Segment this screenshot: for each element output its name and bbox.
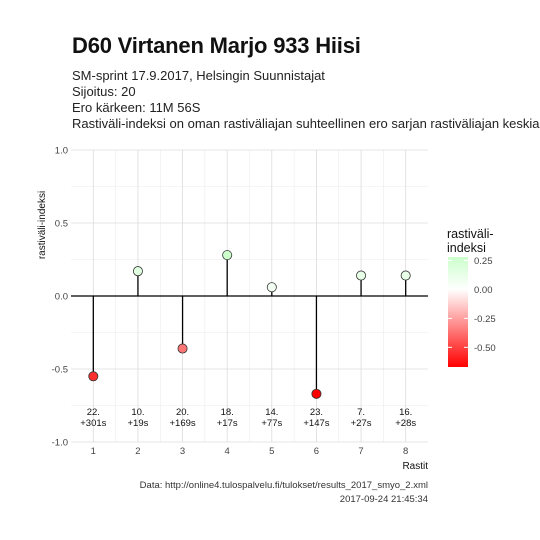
y-tick-label: 0.0 — [55, 292, 68, 303]
data-point — [88, 371, 99, 382]
caption-timestamp: 2017-09-24 21:45:34 — [339, 494, 428, 505]
data-point — [356, 270, 367, 281]
legend-break-label: -0.50 — [474, 343, 496, 354]
y-axis-title: rastiväli-indeksi — [37, 191, 48, 259]
y-tick-label: 0.5 — [55, 219, 68, 230]
point-annotation-rank: 14. — [265, 407, 278, 418]
subtitle-line-3: Ero kärkeen: 11M 56S — [72, 100, 201, 115]
legend-title-line-2: indeksi — [447, 241, 486, 255]
x-tick-label: 8 — [403, 446, 408, 457]
point-annotation-diff: +28s — [395, 418, 416, 429]
x-tick-label: 5 — [269, 446, 274, 457]
legend-break-label: -0.25 — [474, 314, 496, 325]
point-annotation-rank: 20. — [176, 407, 189, 418]
legend-break-label: 0.00 — [474, 285, 493, 296]
x-tick-label: 7 — [358, 446, 363, 457]
y-tick-label: -0.5 — [52, 365, 68, 376]
point-annotation-rank: 7. — [357, 407, 365, 418]
point-annotation-rank: 16. — [399, 407, 412, 418]
point-annotation-diff: +301s — [80, 418, 106, 429]
y-tick-label: -1.0 — [52, 438, 68, 449]
point-annotation-diff: +77s — [261, 418, 282, 429]
subtitle-line-4: Rastiväli-indeksi on oman rastiväliajan … — [72, 116, 540, 131]
point-annotation-diff: +147s — [303, 418, 329, 429]
data-point — [177, 343, 188, 354]
point-annotation-diff: +169s — [169, 418, 195, 429]
point-annotation-diff: +19s — [128, 418, 149, 429]
point-annotation-rank: 18. — [221, 407, 234, 418]
legend-title-line-1: rastiväli- — [447, 227, 494, 241]
subtitle-line-1: SM-sprint 17.9.2017, Helsingin Suunnista… — [72, 68, 325, 83]
y-tick-label: 1.0 — [55, 146, 68, 157]
x-tick-label: 6 — [314, 446, 319, 457]
x-tick-label: 4 — [225, 446, 230, 457]
data-point — [400, 270, 411, 281]
point-annotation-rank: 10. — [131, 407, 144, 418]
caption-data-source: Data: http://online4.tulospalvelu.fi/tul… — [139, 480, 428, 491]
point-annotation-rank: 23. — [310, 407, 323, 418]
point-annotation-diff: +17s — [217, 418, 238, 429]
x-tick-label: 2 — [135, 446, 140, 457]
legend-break-label: 0.25 — [474, 256, 493, 267]
chart-title: D60 Virtanen Marjo 933 Hiisi — [72, 33, 361, 58]
legend-colorbar — [448, 257, 468, 367]
data-point — [266, 282, 277, 293]
x-tick-label: 1 — [91, 446, 96, 457]
x-tick-label: 3 — [180, 446, 185, 457]
data-point — [222, 250, 233, 261]
data-point — [311, 388, 322, 399]
subtitle-line-2: Sijoitus: 20 — [72, 84, 136, 99]
point-annotation-rank: 22. — [87, 407, 100, 418]
data-point — [132, 266, 143, 277]
x-axis-title: Rastit — [402, 461, 428, 472]
point-annotation-diff: +27s — [351, 418, 372, 429]
